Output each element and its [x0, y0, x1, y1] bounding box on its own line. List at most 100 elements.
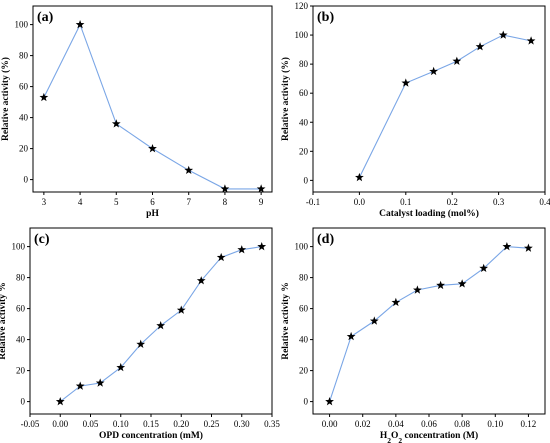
panel-label: (b): [317, 10, 334, 25]
chart-panel: -0.05 0.00 0.05 0.10 0.15 0.20 0.25 0.30 0.35 0 20…: [0, 227, 280, 441]
y-tick-label: 40: [16, 335, 26, 345]
y-tick-label: 80: [299, 273, 309, 283]
data-point: [355, 172, 364, 182]
y-tick-label: 0: [21, 397, 26, 407]
x-tick-label: 6: [150, 197, 155, 207]
x-axis-label: OPD concentration (mM): [99, 430, 203, 441]
x-tick-label: 7: [186, 197, 191, 207]
x-tick-label: 5: [114, 197, 119, 207]
x-tick-label: 0.4: [539, 197, 550, 207]
x-tick-label: 0.10: [113, 419, 129, 429]
x-tick-label: 0.10: [487, 419, 503, 429]
y-tick-label: 60: [299, 304, 309, 314]
data-point: [75, 381, 85, 390]
y-tick-label: 20: [299, 366, 309, 376]
data-point: [216, 252, 226, 262]
y-tick-label: 20: [299, 146, 309, 156]
data-point: [346, 331, 356, 341]
data-point: [498, 30, 508, 39]
y-axis-label: Relative activity (%): [280, 57, 291, 141]
x-tick-label: 3: [42, 197, 47, 207]
data-point: [256, 184, 266, 193]
x-tick-label: 0.00: [52, 419, 68, 429]
x-tick-label: 0.06: [421, 419, 437, 429]
data-point: [325, 397, 334, 406]
x-axis-label: H2O2 concentration (M): [380, 430, 478, 443]
y-tick-label: 120: [295, 1, 309, 11]
y-tick-label: 80: [19, 51, 29, 61]
y-axis-label: Relative activity %: [281, 282, 291, 360]
chart-panel: 0.00 0.02 0.04 0.06 0.08 0.10 0.12 0 20 40 60 80 100…: [281, 227, 546, 443]
data-point: [237, 245, 247, 254]
y-tick-label: 100: [295, 242, 309, 252]
data-point: [220, 184, 230, 193]
y-tick-label: 0: [304, 397, 309, 407]
data-point: [184, 165, 194, 175]
data-point: [429, 66, 439, 76]
panel-label: (c): [34, 232, 50, 247]
series-line: [43, 23, 262, 190]
y-tick-label: 20: [19, 144, 29, 154]
y-tick-label: 100: [295, 30, 309, 40]
data-point: [452, 56, 462, 65]
x-tick-label: -0.1: [306, 197, 320, 207]
x-tick-label: 0.08: [454, 419, 470, 429]
panel-label: (a): [37, 10, 54, 25]
x-axis-label: Catalyst loading (mol%): [379, 208, 479, 219]
y-tick-label: 100: [12, 242, 26, 252]
data-point: [116, 362, 126, 372]
x-tick-label: 0.35: [264, 419, 280, 429]
x-tick-label: 0.3: [493, 197, 505, 207]
x-tick-label: 0.15: [143, 419, 159, 429]
chart-panel: -0.1 0.0 0.1 0.2 0.3 0.4 0 20 40 60 80 100 120 (b) Cat…: [280, 1, 550, 219]
chart-panel: 3 4 5 6 7 8 9 0 20 40 60 80 100 (a) pH Relative activit…: [0, 5, 273, 219]
x-tick-label: 0.1: [400, 197, 411, 207]
x-tick-label: 0.2: [447, 197, 458, 207]
data-point: [436, 280, 445, 290]
y-tick-label: 40: [299, 117, 309, 127]
y-tick-label: 0: [24, 175, 29, 185]
y-tick-label: 40: [299, 335, 309, 345]
data-point: [196, 276, 206, 285]
plot-frame: [29, 227, 273, 415]
y-tick-label: 100: [15, 20, 29, 30]
x-tick-label: 0.05: [83, 419, 99, 429]
data-point: [479, 263, 489, 273]
data-point: [176, 305, 186, 314]
x-tick-label: 0.02: [355, 419, 371, 429]
x-tick-label: 0.00: [322, 419, 338, 429]
data-point: [257, 242, 267, 251]
x-tick-label: 0.30: [234, 419, 250, 429]
data-point: [457, 279, 467, 288]
y-tick-label: 60: [19, 82, 29, 92]
plot-frame: [312, 227, 546, 415]
data-point: [95, 378, 105, 387]
data-point: [136, 339, 146, 348]
x-tick-label: -0.05: [21, 419, 40, 429]
data-point: [55, 397, 65, 406]
data-point: [526, 36, 536, 45]
data-point: [524, 243, 533, 252]
plot-frame: [312, 5, 546, 193]
y-axis-label: Relative activity (%): [0, 57, 11, 141]
data-point: [391, 297, 401, 307]
series-line: [358, 34, 532, 178]
y-tick-label: 80: [299, 59, 309, 69]
x-axis-label: pH: [146, 209, 159, 219]
y-tick-label: 20: [16, 366, 26, 376]
x-tick-label: 0.20: [173, 419, 189, 429]
data-point: [502, 242, 512, 251]
y-tick-label: 60: [299, 88, 309, 98]
data-point: [413, 285, 422, 294]
data-point: [401, 78, 411, 87]
y-tick-label: 0: [304, 175, 309, 185]
x-tick-label: 4: [78, 197, 83, 207]
y-tick-label: 60: [16, 304, 26, 314]
data-point: [475, 42, 485, 51]
data-point: [148, 144, 157, 153]
x-tick-label: 0.25: [204, 419, 220, 429]
plot-frame: [32, 5, 273, 193]
x-tick-label: 8: [223, 197, 228, 207]
series-line: [329, 246, 529, 402]
